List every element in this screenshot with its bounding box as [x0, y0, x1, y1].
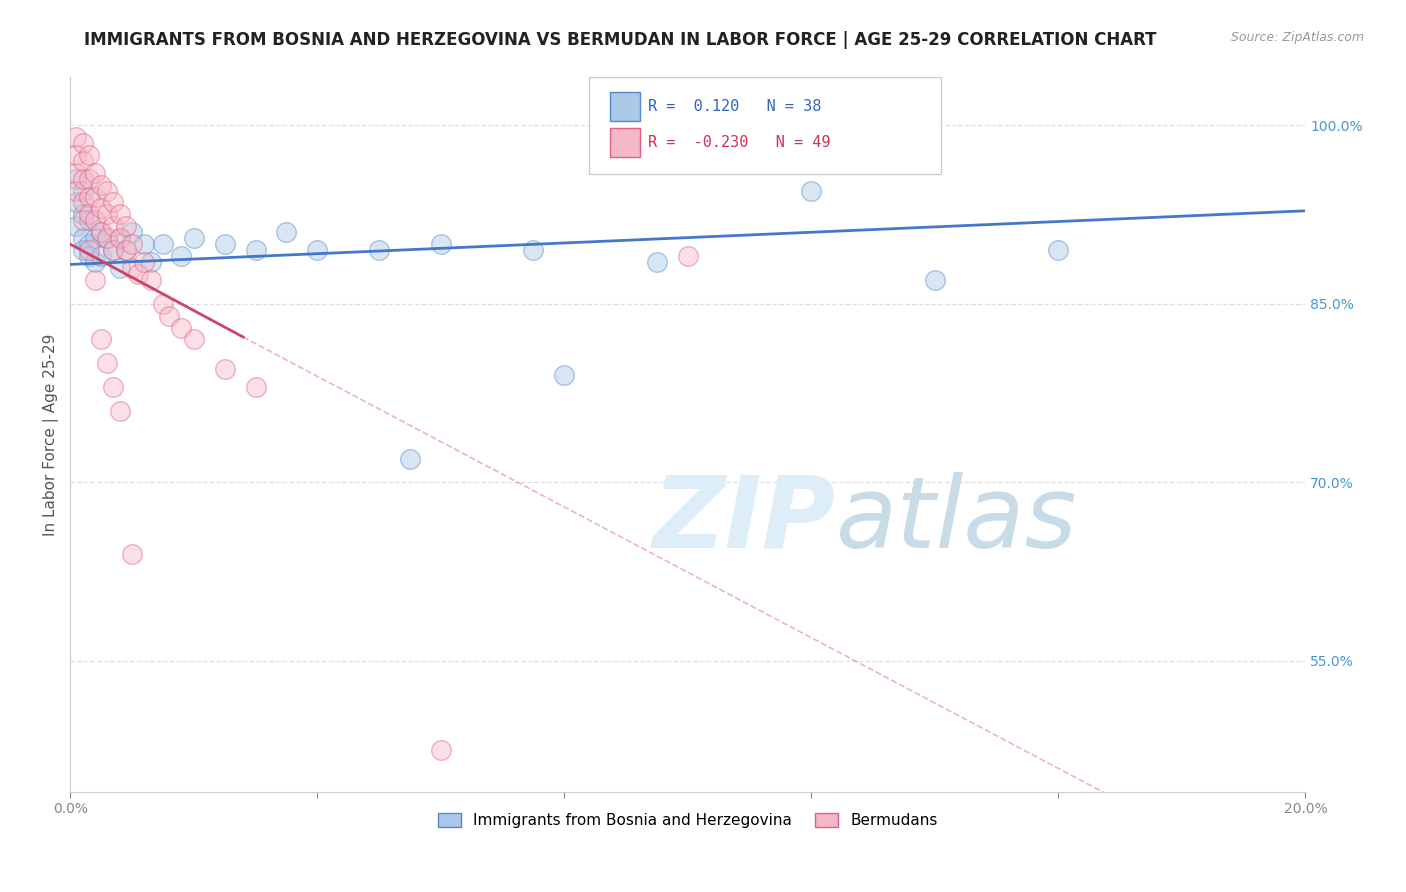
- Point: [90, 225, 112, 239]
- Point: [77, 171, 100, 186]
- Point: [90, 333, 112, 347]
- Y-axis label: In Labor Force | Age 25-29: In Labor Force | Age 25-29: [44, 334, 59, 536]
- Point: [553, 368, 575, 383]
- Point: [96, 184, 118, 198]
- Point: [90, 249, 112, 263]
- Text: R =  -0.230   N = 49: R = -0.230 N = 49: [648, 135, 831, 150]
- Point: [84, 255, 107, 269]
- Point: [139, 255, 162, 269]
- Point: [121, 237, 143, 252]
- Point: [139, 273, 162, 287]
- Point: [214, 362, 236, 376]
- Point: [103, 243, 125, 257]
- Point: [276, 225, 298, 239]
- Point: [399, 451, 422, 466]
- Point: [65, 195, 87, 210]
- Point: [1047, 243, 1070, 257]
- Point: [245, 243, 267, 257]
- Point: [72, 243, 94, 257]
- Point: [103, 195, 125, 210]
- Point: [96, 231, 118, 245]
- Point: [429, 237, 451, 252]
- Point: [245, 380, 267, 394]
- Point: [72, 171, 94, 186]
- FancyBboxPatch shape: [610, 93, 640, 121]
- Point: [108, 404, 131, 418]
- Point: [522, 243, 544, 257]
- Point: [134, 237, 156, 252]
- Point: [152, 237, 174, 252]
- Point: [77, 207, 100, 221]
- Point: [65, 219, 87, 234]
- Point: [77, 213, 100, 227]
- Point: [90, 202, 112, 216]
- Point: [103, 243, 125, 257]
- Point: [103, 380, 125, 394]
- Legend: Immigrants from Bosnia and Herzegovina, Bermudans: Immigrants from Bosnia and Herzegovina, …: [432, 807, 943, 834]
- Point: [108, 207, 131, 221]
- Point: [924, 273, 946, 287]
- Point: [72, 184, 94, 198]
- Point: [121, 225, 143, 239]
- Point: [65, 171, 87, 186]
- Point: [84, 166, 107, 180]
- Point: [77, 243, 100, 257]
- Point: [72, 136, 94, 150]
- Point: [96, 207, 118, 221]
- Point: [65, 130, 87, 145]
- Text: ZIP: ZIP: [652, 472, 837, 569]
- Point: [134, 255, 156, 269]
- Point: [65, 166, 87, 180]
- Point: [72, 207, 94, 221]
- Point: [183, 231, 205, 245]
- Point: [170, 249, 193, 263]
- Point: [645, 255, 668, 269]
- Point: [96, 356, 118, 370]
- Point: [108, 260, 131, 275]
- Point: [121, 260, 143, 275]
- Text: IMMIGRANTS FROM BOSNIA AND HERZEGOVINA VS BERMUDAN IN LABOR FORCE | AGE 25-29 CO: IMMIGRANTS FROM BOSNIA AND HERZEGOVINA V…: [84, 31, 1157, 49]
- Point: [72, 231, 94, 245]
- Point: [84, 231, 107, 245]
- Point: [800, 184, 823, 198]
- Point: [72, 195, 94, 210]
- Point: [127, 267, 149, 281]
- Point: [307, 243, 329, 257]
- Point: [157, 309, 180, 323]
- Point: [90, 225, 112, 239]
- Text: R =  0.120   N = 38: R = 0.120 N = 38: [648, 99, 821, 114]
- FancyBboxPatch shape: [610, 128, 640, 157]
- FancyBboxPatch shape: [589, 78, 941, 174]
- Point: [84, 213, 107, 227]
- Point: [90, 178, 112, 192]
- Point: [77, 189, 100, 203]
- Point: [170, 320, 193, 334]
- Point: [108, 231, 131, 245]
- Point: [114, 243, 136, 257]
- Point: [84, 189, 107, 203]
- Point: [65, 184, 87, 198]
- Point: [103, 219, 125, 234]
- Point: [121, 547, 143, 561]
- Point: [96, 231, 118, 245]
- Point: [77, 237, 100, 252]
- Point: [77, 249, 100, 263]
- Point: [152, 296, 174, 310]
- Point: [108, 231, 131, 245]
- Point: [84, 273, 107, 287]
- Point: [368, 243, 391, 257]
- Point: [214, 237, 236, 252]
- Text: atlas: atlas: [837, 472, 1077, 569]
- Point: [114, 219, 136, 234]
- Point: [114, 243, 136, 257]
- Point: [676, 249, 699, 263]
- Point: [77, 148, 100, 162]
- Point: [72, 153, 94, 168]
- Text: Source: ZipAtlas.com: Source: ZipAtlas.com: [1230, 31, 1364, 45]
- Point: [72, 213, 94, 227]
- Point: [429, 743, 451, 757]
- Point: [183, 333, 205, 347]
- Point: [65, 148, 87, 162]
